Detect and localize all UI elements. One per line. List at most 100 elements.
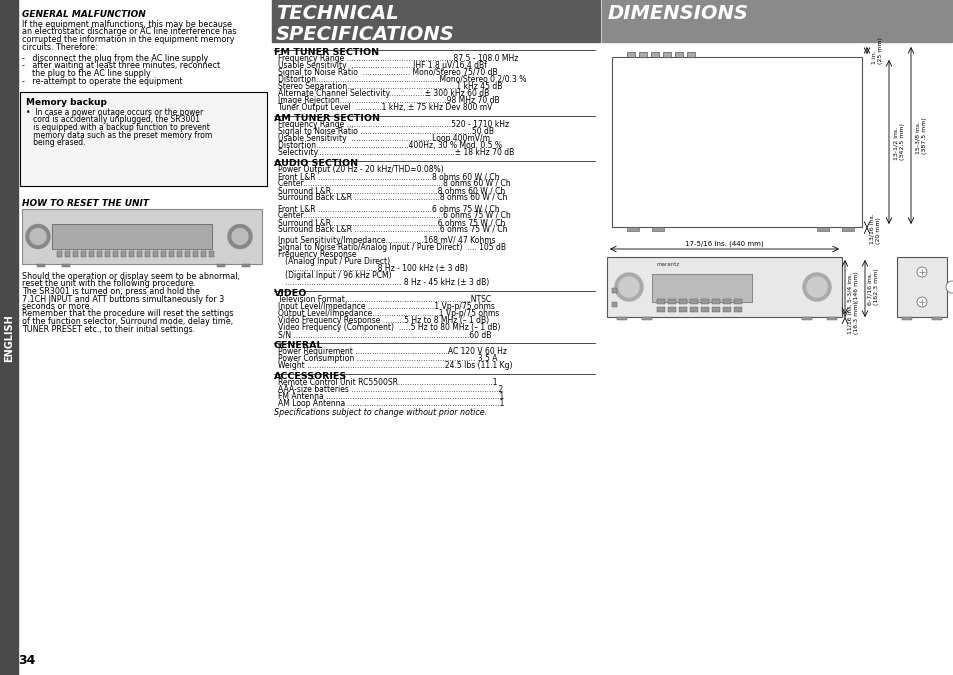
Text: 11/16 ins.
(16.3 mm): 11/16 ins. (16.3 mm)	[847, 302, 858, 334]
Bar	[272, 0, 599, 42]
Bar	[161, 251, 166, 257]
Text: Weight ..........................................................24.5 lbs (11.1 : Weight .................................…	[277, 361, 512, 370]
Bar	[657, 307, 664, 312]
Text: FM Antenna .....................................................................: FM Antenna .............................…	[277, 392, 504, 401]
Bar	[650, 52, 659, 57]
Text: The SR3001 is turned on, press and hold the: The SR3001 is turned on, press and hold …	[22, 287, 200, 296]
Bar	[81, 251, 86, 257]
Text: ENGLISH: ENGLISH	[4, 314, 14, 362]
Circle shape	[232, 229, 248, 244]
Text: If the equipment malfunctions, this may be because: If the equipment malfunctions, this may …	[22, 20, 232, 29]
Text: DIMENSIONS: DIMENSIONS	[607, 4, 748, 23]
Bar	[711, 299, 720, 304]
Bar	[209, 251, 213, 257]
Text: -   re-attempt to operate the equipment: - re-attempt to operate the equipment	[22, 76, 182, 86]
Text: the plug to the AC line supply: the plug to the AC line supply	[22, 69, 151, 78]
Text: Surround L&R.............................................8 ohms 60 W / Ch: Surround L&R............................…	[277, 186, 505, 195]
Bar	[639, 52, 646, 57]
Text: .......................................8 Hz - 100 kHz (± 3 dB): .......................................8…	[277, 264, 467, 273]
Text: Video Frequency (Component)  .....5 Hz to 80 MHz (– 1 dB): Video Frequency (Component) .....5 Hz to…	[277, 323, 500, 332]
Text: AUDIO SECTION: AUDIO SECTION	[274, 159, 357, 168]
Text: GENERAL MALFUNCTION: GENERAL MALFUNCTION	[22, 10, 146, 19]
Text: -   disconnect the plug from the AC line supply: - disconnect the plug from the AC line s…	[22, 54, 208, 63]
Text: TECHNICAL
SPECIFICATIONS: TECHNICAL SPECIFICATIONS	[275, 4, 455, 43]
Bar	[97, 251, 102, 257]
Bar	[711, 307, 720, 312]
Text: -   after waiting at least three minutes, reconnect: - after waiting at least three minutes, …	[22, 61, 220, 70]
Text: Signal to Noise Ratio  .................... Mono/Stereo 75/70 dB: Signal to Noise Ratio ..................…	[277, 68, 497, 77]
Text: is equipped with a backup function to prevent: is equipped with a backup function to pr…	[26, 123, 210, 132]
Text: FM TUNER SECTION: FM TUNER SECTION	[274, 48, 378, 57]
Circle shape	[30, 229, 46, 244]
Bar	[733, 307, 741, 312]
Text: Stereo Separation..............................................1 kHz 45 dB: Stereo Separation.......................…	[277, 82, 502, 91]
Text: Television Format.....................................................NTSC: Television Format.......................…	[277, 295, 491, 304]
Circle shape	[916, 297, 926, 307]
Bar	[121, 251, 126, 257]
Text: Center...........................................................6 ohms 75 W / C: Center..................................…	[277, 211, 510, 220]
Text: Video Frequency Response .........5 Hz to 8 MHz (– 1 dB): Video Frequency Response .........5 Hz t…	[277, 316, 489, 325]
Text: (Digital Input / 96 kHz PCM): (Digital Input / 96 kHz PCM)	[277, 271, 392, 280]
Text: Specifications subject to change without prior notice.: Specifications subject to change without…	[274, 408, 487, 417]
Text: Memory backup: Memory backup	[26, 98, 107, 107]
Text: Input Level/Impedance ............................1 Vp-p/75 ohms: Input Level/Impedance ..................…	[277, 302, 495, 311]
Bar	[152, 251, 158, 257]
Text: corrupted the information in the equipment memory: corrupted the information in the equipme…	[22, 35, 234, 44]
Bar	[675, 52, 682, 57]
Bar	[137, 251, 142, 257]
Text: memory data such as the preset memory from: memory data such as the preset memory fr…	[26, 130, 212, 140]
Bar	[37, 264, 45, 267]
Text: 6-7/16 ins.
(162.3 mm): 6-7/16 ins. (162.3 mm)	[867, 269, 878, 305]
Bar	[826, 317, 836, 320]
Circle shape	[615, 273, 642, 301]
Text: Frequency Range ............................................520 - 1710 kHz: Frequency Range ........................…	[277, 120, 509, 129]
Text: being erased.: being erased.	[26, 138, 86, 147]
Text: 5-3/4 ins.
(146 mm): 5-3/4 ins. (146 mm)	[847, 271, 858, 302]
Text: Output Level/Impedance............................1 Vp-p/75 ohms: Output Level/Impedance..................…	[277, 309, 498, 318]
Text: Selectivity..........................................................± 18 kHz 70: Selectivity.............................…	[277, 148, 514, 157]
Text: AM Loop Antenna ................................................................: AM Loop Antenna ........................…	[277, 399, 504, 408]
Bar	[662, 52, 670, 57]
Text: TUNER PRESET etc., to their initial settings.: TUNER PRESET etc., to their initial sett…	[22, 325, 195, 333]
Text: 34: 34	[18, 654, 35, 667]
Text: VIDEO: VIDEO	[274, 289, 307, 298]
Text: Alternate Channel Selectivity...............± 300 kHz 60 dB: Alternate Channel Selectivity...........…	[277, 89, 489, 98]
Text: seconds or more.: seconds or more.	[22, 302, 91, 311]
Bar	[686, 52, 695, 57]
Text: Power Requirement .......................................AC 120 V 60 Hz: Power Requirement ......................…	[277, 347, 506, 356]
Circle shape	[802, 273, 830, 301]
Bar	[657, 299, 664, 304]
Bar	[931, 317, 941, 320]
Bar	[606, 257, 841, 317]
Bar	[816, 227, 828, 231]
Bar	[667, 307, 676, 312]
Circle shape	[806, 277, 826, 297]
Text: Signal to Noise Ratio/Analog Input / Pure Direct)  .... 105 dB: Signal to Noise Ratio/Analog Input / Pur…	[277, 243, 505, 252]
Bar	[700, 299, 708, 304]
Bar	[129, 251, 133, 257]
Bar	[65, 251, 70, 257]
Bar	[679, 299, 686, 304]
Bar	[700, 307, 708, 312]
Bar	[57, 251, 62, 257]
Bar	[216, 264, 225, 267]
Bar	[177, 251, 182, 257]
Text: 17-5/16 ins. (440 mm): 17-5/16 ins. (440 mm)	[684, 240, 763, 247]
Text: Remote Control Unit RC5500SR........................................1: Remote Control Unit RC5500SR............…	[277, 378, 497, 387]
Text: Surround L&R.............................................6 ohms 75 W / Ch: Surround L&R............................…	[277, 218, 505, 227]
Text: Usable Sensitivity  ..................................Loop 400mV/m: Usable Sensitivity .....................…	[277, 134, 490, 143]
Text: HOW TO RESET THE UNIT: HOW TO RESET THE UNIT	[22, 199, 149, 208]
Bar	[242, 264, 250, 267]
Bar	[612, 302, 617, 307]
Bar	[105, 251, 110, 257]
Text: AAA-size batteries .............................................................: AAA-size batteries .....................…	[277, 385, 503, 394]
Text: ................................................. 8 Hz - 45 kHz (± 3 dB): ........................................…	[277, 278, 489, 287]
Bar	[145, 251, 150, 257]
Bar	[689, 299, 698, 304]
Bar	[841, 227, 853, 231]
Text: GENERAL: GENERAL	[274, 341, 323, 350]
FancyBboxPatch shape	[20, 92, 267, 186]
Bar	[73, 251, 78, 257]
Text: Input Sensitivity/Impedance................168 mV/ 47 Kohms: Input Sensitivity/Impedance.............…	[277, 236, 496, 245]
Bar	[193, 251, 198, 257]
